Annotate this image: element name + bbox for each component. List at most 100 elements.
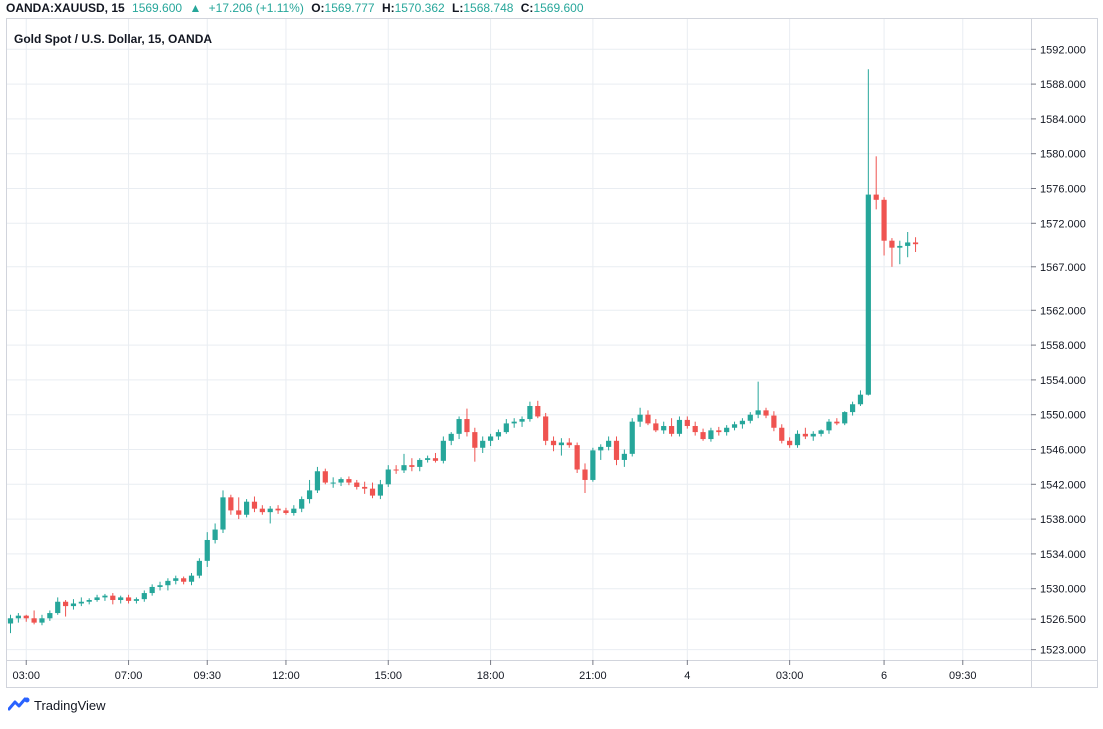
- price-tick-label: 1558.000: [1040, 340, 1086, 352]
- candle: [94, 594, 100, 602]
- candle: [747, 412, 753, 424]
- candle: [306, 479, 313, 504]
- candle-body: [70, 603, 77, 607]
- candle: [39, 614, 45, 626]
- candle-body: [590, 450, 596, 480]
- footer[interactable]: TradingView: [7, 696, 106, 716]
- candle-body: [802, 433, 808, 437]
- candle-body: [94, 597, 100, 601]
- candle-body: [39, 618, 45, 623]
- high-value: 1570.362: [394, 1, 445, 15]
- candle: [346, 476, 352, 486]
- price-tick-label: 1542.000: [1040, 479, 1086, 491]
- candle: [118, 595, 124, 604]
- chart-header: OANDA:XAUUSD, 15 1569.600 ▲ +17.206 (+1.…: [6, 0, 588, 17]
- candle: [842, 411, 848, 426]
- candle-body: [330, 482, 336, 484]
- candle: [362, 481, 368, 494]
- price-tick-label: 1580.000: [1040, 149, 1086, 161]
- candle: [204, 532, 210, 567]
- candle-body: [196, 560, 202, 576]
- price-tick-label: 1530.000: [1040, 584, 1086, 596]
- candle-body: [7, 618, 14, 624]
- candle: [818, 429, 824, 437]
- candle: [23, 614, 29, 622]
- candle: [55, 597, 61, 615]
- candle-body: [480, 440, 486, 448]
- candle: [409, 458, 415, 472]
- candle-body: [661, 426, 667, 431]
- candle-body: [267, 508, 273, 513]
- candle: [244, 499, 250, 518]
- candle: [495, 429, 502, 440]
- close-value: 1569.600: [533, 1, 584, 15]
- candle-body: [613, 440, 620, 460]
- candle: [236, 497, 242, 520]
- candle: [661, 421, 667, 434]
- candle-body: [133, 599, 140, 601]
- candle-body: [346, 479, 352, 483]
- candle: [731, 421, 738, 431]
- candle: [857, 390, 864, 406]
- candle-body: [779, 427, 785, 441]
- candle: [834, 418, 840, 426]
- candle-body: [487, 436, 494, 441]
- candle-body: [849, 404, 856, 413]
- open-value: 1569.777: [324, 1, 375, 15]
- time-tick-label: 15:00: [374, 670, 402, 682]
- candle-body: [818, 430, 824, 434]
- candle-body: [149, 586, 155, 594]
- candle-body: [873, 194, 879, 200]
- candle-body: [23, 615, 29, 619]
- candle-body: [417, 459, 423, 467]
- candle-body: [629, 421, 635, 454]
- candle-body: [118, 597, 124, 601]
- candle-body: [731, 424, 738, 428]
- candle-body: [787, 440, 793, 446]
- candle-body: [47, 613, 53, 619]
- candle: [291, 505, 297, 516]
- candle: [133, 597, 140, 604]
- candle: [141, 590, 147, 602]
- time-tick-label: 4: [684, 670, 690, 682]
- price-tick-label: 1592.000: [1040, 44, 1086, 56]
- candle: [212, 523, 218, 544]
- price-tick-label: 1562.000: [1040, 305, 1086, 317]
- candle: [865, 69, 871, 396]
- candle: [897, 240, 903, 265]
- candle: [779, 424, 785, 444]
- time-tick-label: 6: [881, 670, 887, 682]
- candle: [676, 416, 683, 437]
- candle-body: [314, 471, 321, 491]
- price-tick-label: 1572.000: [1040, 218, 1086, 230]
- candle: [228, 494, 234, 515]
- candle-body: [15, 615, 21, 619]
- candle-body: [857, 394, 864, 405]
- candle-body: [173, 578, 179, 581]
- candle-body: [188, 575, 195, 582]
- brand-name[interactable]: TradingView: [34, 698, 106, 713]
- candle: [889, 238, 895, 267]
- candle-body: [220, 497, 226, 530]
- candle: [299, 496, 305, 513]
- candle: [763, 407, 769, 419]
- candle: [314, 466, 321, 493]
- candle: [912, 237, 919, 253]
- candle: [377, 479, 383, 500]
- candle: [708, 427, 714, 442]
- candle: [527, 401, 533, 422]
- candle-body: [385, 469, 391, 485]
- candle: [283, 507, 289, 515]
- candle: [157, 581, 163, 591]
- candle: [70, 599, 77, 610]
- candle-body: [448, 433, 454, 441]
- candle-body: [338, 479, 344, 483]
- candle: [322, 468, 328, 485]
- candle-body: [810, 433, 816, 437]
- candle-body: [574, 445, 580, 470]
- candle-body: [692, 426, 698, 433]
- candle: [606, 436, 612, 451]
- candle-body: [700, 432, 706, 440]
